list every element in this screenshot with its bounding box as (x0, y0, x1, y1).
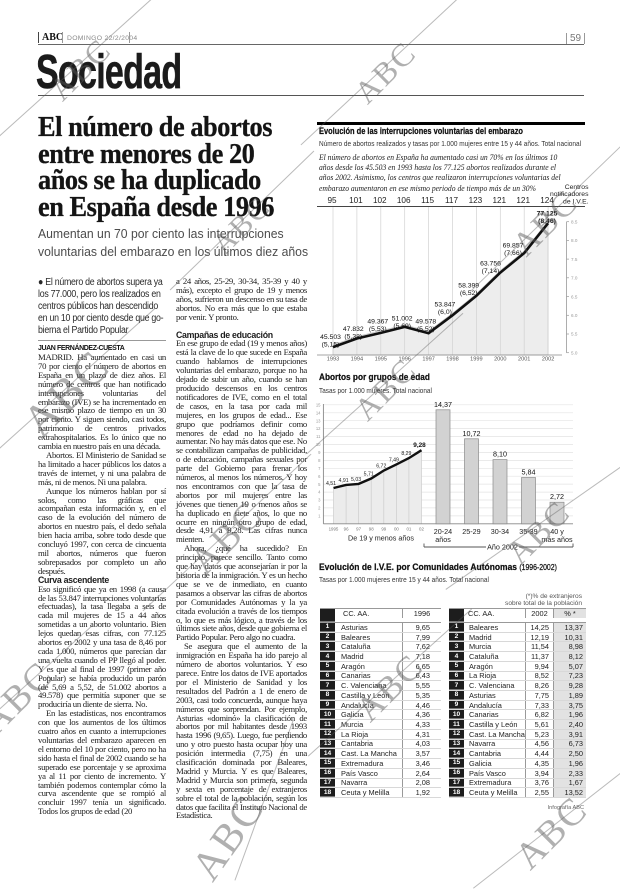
svg-text:5: 5 (318, 482, 321, 487)
svg-text:1999: 1999 (470, 357, 482, 363)
svg-text:5,71: 5,71 (364, 472, 374, 478)
svg-text:121: 121 (516, 196, 530, 205)
svg-text:121: 121 (492, 196, 506, 205)
svg-text:(6,0): (6,0) (438, 309, 452, 316)
svg-text:más años: más años (541, 535, 573, 544)
svg-text:2000: 2000 (494, 357, 506, 363)
svg-text:35-39: 35-39 (519, 527, 537, 536)
svg-text:(6,52): (6,52) (460, 290, 478, 297)
svg-text:1998: 1998 (446, 357, 458, 363)
svg-text:(5,69): (5,69) (393, 323, 411, 330)
svg-text:(5,53): (5,53) (369, 326, 387, 333)
svg-text:98: 98 (369, 527, 374, 532)
svg-text:15: 15 (316, 402, 321, 407)
svg-text:30-34: 30-34 (491, 527, 509, 536)
svg-text:11: 11 (316, 434, 321, 439)
svg-text:2: 2 (318, 506, 321, 511)
svg-text:(5,38): (5,38) (344, 334, 362, 341)
svg-text:49.578: 49.578 (415, 319, 436, 326)
svg-text:00: 00 (394, 527, 399, 532)
svg-text:1997: 1997 (422, 357, 434, 363)
svg-text:53.847: 53.847 (435, 302, 456, 309)
svg-text:10,72: 10,72 (463, 429, 481, 438)
svg-text:(7,14): (7,14) (482, 268, 500, 275)
svg-text:02: 02 (419, 527, 424, 532)
svg-text:6,72: 6,72 (376, 464, 386, 470)
svg-text:años: años (435, 535, 451, 544)
svg-text:8.5: 8.5 (571, 219, 578, 224)
svg-text:63.756: 63.756 (480, 261, 501, 268)
svg-text:8,10: 8,10 (493, 450, 507, 459)
svg-text:45.503: 45.503 (320, 334, 341, 341)
svg-text:14,37: 14,37 (434, 400, 452, 409)
svg-text:2001: 2001 (518, 357, 530, 363)
svg-text:1995: 1995 (329, 527, 339, 532)
svg-text:(5,15): (5,15) (322, 342, 340, 349)
svg-text:101: 101 (349, 196, 363, 205)
svg-text:4,51: 4,51 (326, 481, 336, 487)
svg-text:10: 10 (316, 442, 321, 447)
svg-text:3: 3 (318, 498, 321, 503)
svg-text:13: 13 (316, 418, 321, 423)
svg-text:6.0: 6.0 (571, 313, 578, 318)
svg-text:Año 2002: Año 2002 (487, 543, 518, 552)
svg-text:notificadores: notificadores (550, 191, 589, 198)
svg-text:1995: 1995 (375, 357, 387, 363)
svg-text:1993: 1993 (327, 357, 339, 363)
svg-text:1994: 1994 (351, 357, 363, 363)
svg-text:(5,52): (5,52) (417, 326, 435, 333)
svg-text:115: 115 (421, 196, 434, 205)
svg-text:9: 9 (318, 450, 321, 455)
svg-text:5,03: 5,03 (351, 477, 361, 483)
svg-text:6.5: 6.5 (571, 294, 578, 299)
svg-text:9,28: 9,28 (413, 442, 426, 449)
svg-text:01: 01 (406, 527, 411, 532)
svg-text:5,84: 5,84 (522, 468, 536, 477)
svg-text:8.0: 8.0 (571, 238, 578, 243)
svg-text:1: 1 (318, 514, 321, 519)
svg-text:4,91: 4,91 (339, 478, 349, 484)
svg-text:1996: 1996 (398, 357, 410, 363)
svg-text:58.399: 58.399 (458, 283, 479, 290)
svg-text:6: 6 (318, 474, 321, 479)
svg-text:77.125: 77.125 (537, 211, 558, 218)
svg-text:7,49: 7,49 (389, 457, 399, 463)
svg-text:7.0: 7.0 (571, 276, 578, 281)
svg-text:7: 7 (318, 466, 321, 471)
svg-text:47.832: 47.832 (343, 326, 364, 333)
svg-text:40 y: 40 y (550, 527, 564, 536)
svg-text:95: 95 (327, 196, 337, 205)
svg-text:102: 102 (373, 196, 387, 205)
svg-text:14: 14 (316, 410, 321, 415)
svg-text:99: 99 (381, 527, 386, 532)
svg-text:25-29: 25-29 (462, 527, 480, 536)
svg-text:117: 117 (445, 196, 458, 205)
svg-text:106: 106 (397, 196, 411, 205)
svg-text:de I.V.E.: de I.V.E. (563, 198, 589, 205)
svg-text:8: 8 (318, 458, 321, 463)
svg-text:96: 96 (344, 527, 349, 532)
svg-text:5.0: 5.0 (571, 350, 578, 355)
svg-text:Centros: Centros (565, 184, 589, 191)
svg-text:97: 97 (356, 527, 361, 532)
svg-text:(7,66): (7,66) (504, 250, 522, 257)
svg-text:2002: 2002 (542, 357, 554, 363)
svg-text:49.367: 49.367 (367, 319, 388, 326)
svg-text:12: 12 (316, 426, 321, 431)
svg-text:(8,46): (8,46) (538, 218, 556, 225)
svg-text:4: 4 (318, 490, 321, 495)
svg-text:123: 123 (469, 196, 483, 205)
svg-text:69.857: 69.857 (503, 243, 524, 250)
svg-text:De 19 y menos años: De 19 y menos años (348, 534, 414, 543)
svg-text:2,72: 2,72 (550, 492, 564, 501)
svg-text:8,29: 8,29 (401, 451, 411, 457)
svg-text:124: 124 (540, 196, 554, 205)
svg-text:51.002: 51.002 (392, 316, 413, 323)
svg-text:5.5: 5.5 (571, 332, 578, 337)
svg-text:20-24: 20-24 (434, 527, 452, 536)
svg-text:7.5: 7.5 (571, 257, 578, 262)
